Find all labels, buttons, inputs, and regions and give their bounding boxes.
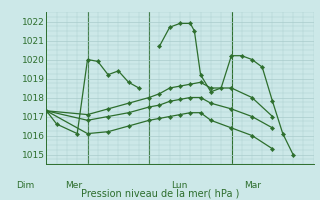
Text: Pression niveau de la mer( hPa ): Pression niveau de la mer( hPa ) <box>81 188 239 198</box>
Text: Lun: Lun <box>171 181 188 190</box>
Text: Mar: Mar <box>244 181 261 190</box>
Text: Dim: Dim <box>16 181 35 190</box>
Text: Mer: Mer <box>65 181 82 190</box>
